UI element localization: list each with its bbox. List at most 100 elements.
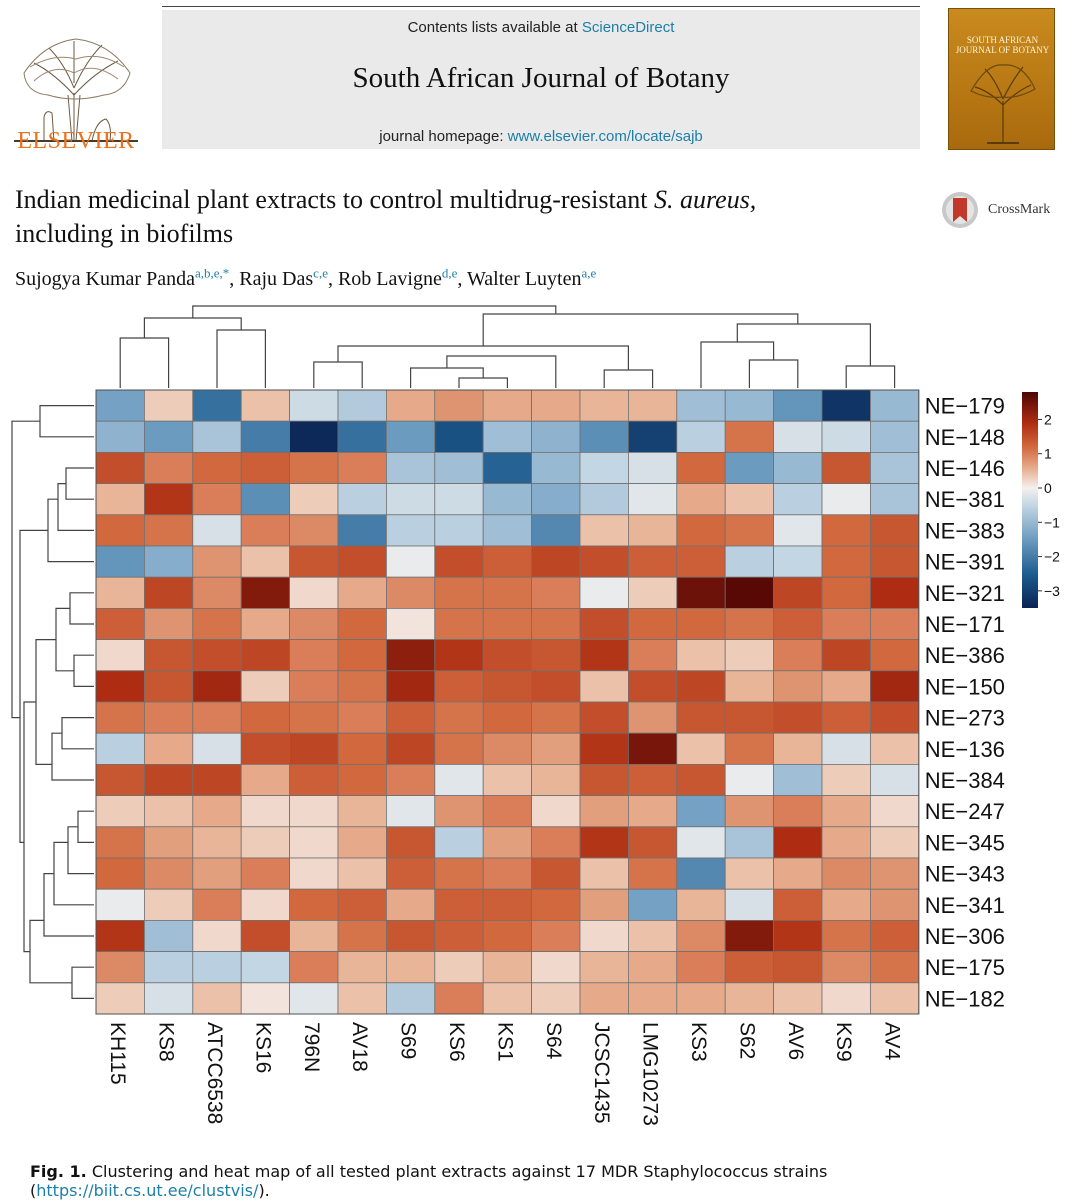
heatmap-cell <box>385 483 436 516</box>
heatmap-cell <box>434 732 484 765</box>
column-dendrogram-branch <box>143 317 242 338</box>
heatmap-cell <box>870 389 920 422</box>
column-label: AV6 <box>784 1022 807 1060</box>
heatmap-cell <box>724 888 775 921</box>
heatmap-cell <box>773 451 823 484</box>
heatmap-cell <box>192 451 242 484</box>
heatmap-cell <box>821 389 871 422</box>
row-dendrogram-branch <box>19 529 48 843</box>
heatmap-cell <box>773 920 823 953</box>
heatmap-cell <box>628 763 678 796</box>
heatmap-cell <box>385 951 436 984</box>
heatmap-cell <box>337 857 387 890</box>
author-separator: , <box>327 268 338 290</box>
author-2-name[interactable]: Raju Das <box>239 268 314 290</box>
heatmap-cell <box>870 701 920 734</box>
heatmap-cell <box>95 670 145 703</box>
author-3-affiliation[interactable]: d,e <box>441 265 458 281</box>
row-dendrogram-branch <box>69 592 94 625</box>
row-dendrogram-branch <box>61 717 94 750</box>
heatmap-cell <box>337 795 387 828</box>
heatmap-cell <box>821 920 871 953</box>
author-4-name[interactable]: Walter Luyten <box>467 268 582 290</box>
heatmap-cell <box>95 701 145 734</box>
heatmap-cell <box>628 389 678 422</box>
homepage-line: journal homepage: www.elsevier.com/locat… <box>162 128 920 145</box>
heatmap-cell <box>143 795 194 828</box>
heatmap-cell <box>240 982 290 1015</box>
heatmap-cell <box>628 420 678 453</box>
heatmap-cell <box>821 951 871 984</box>
heatmap-cell <box>676 639 726 672</box>
heatmap-cell <box>724 451 775 484</box>
heatmap-cell <box>628 639 678 672</box>
author-2-affiliation[interactable]: c,e <box>313 265 328 281</box>
crossmark-icon[interactable] <box>940 190 980 230</box>
heatmap-cell <box>95 420 145 453</box>
heatmap-cell <box>337 888 387 921</box>
heatmap-cell <box>482 420 533 453</box>
heatmap-cell <box>289 607 339 640</box>
heatmap-cell <box>482 389 533 422</box>
author-3-name[interactable]: Rob Lavigne <box>337 268 442 290</box>
journal-cover-image: SOUTH AFRICAN JOURNAL OF BOTANY <box>948 8 1055 150</box>
heatmap-cell <box>773 701 823 734</box>
clustvis-link[interactable]: https://biit.cs.ut.ee/clustvis/ <box>36 1181 259 1200</box>
heatmap-cell <box>628 826 678 859</box>
heatmap-cell <box>192 701 242 734</box>
heatmap-cell <box>628 857 678 890</box>
heatmap-cell <box>192 576 242 609</box>
elsevier-tree-logo <box>14 38 138 142</box>
author-1-affiliation[interactable]: a,b,e,* <box>194 265 230 281</box>
heatmap-cell <box>385 639 436 672</box>
heatmap-cell <box>482 607 533 640</box>
heatmap-cell <box>240 795 290 828</box>
heatmap-cell <box>676 826 726 859</box>
heatmap-cell <box>95 920 145 953</box>
heatmap-cell <box>192 732 242 765</box>
heatmap-cell <box>531 389 581 422</box>
row-label: NE−341 <box>925 893 1005 918</box>
heatmap-cell <box>337 420 387 453</box>
heatmap-cell <box>628 951 678 984</box>
author-1-name[interactable]: Sujogya Kumar Panda <box>15 268 195 290</box>
heatmap-figure: NE−179 NE−148 NE−146 NE−381 NE−383 NE−391 NE−3… <box>0 300 1069 1160</box>
heatmap-cell <box>628 451 678 484</box>
heatmap-cell <box>192 483 242 516</box>
heatmap-cell <box>240 920 290 953</box>
heatmap-cell <box>531 607 581 640</box>
heatmap-cell <box>676 795 726 828</box>
author-4-affiliation[interactable]: a,e <box>581 265 597 281</box>
heatmap-border <box>95 389 920 1015</box>
heatmap-cell <box>385 920 436 953</box>
heatmap-cell <box>385 451 436 484</box>
heatmap-cell <box>821 576 871 609</box>
heatmap-cell <box>579 826 629 859</box>
sciencedirect-link[interactable]: ScienceDirect <box>581 19 675 36</box>
heatmap-cell <box>724 576 775 609</box>
row-label: NE−345 <box>925 830 1005 855</box>
heatmap-cell <box>531 576 581 609</box>
column-dendrogram-branch <box>216 329 266 388</box>
heatmap-cell <box>289 514 339 547</box>
heatmap-cell <box>289 576 339 609</box>
homepage-link[interactable]: www.elsevier.com/locate/sajb <box>507 128 703 145</box>
colorbar-tick-label: 0 <box>1044 480 1052 496</box>
column-label: KS6 <box>445 1022 468 1062</box>
heatmap-cell <box>143 670 194 703</box>
row-label: NE−247 <box>925 799 1005 824</box>
heatmap-cell <box>676 857 726 890</box>
crossmark-label[interactable]: CrossMark <box>988 202 1051 217</box>
heatmap-cell <box>870 420 920 453</box>
heatmap-cell <box>773 639 823 672</box>
heatmap-cell <box>434 607 484 640</box>
journal-banner: Contents lists available at ScienceDirec… <box>162 10 920 149</box>
heatmap-cell <box>385 763 436 796</box>
heatmap-cell <box>337 576 387 609</box>
heatmap-cell <box>192 920 242 953</box>
heatmap-cell <box>821 857 871 890</box>
heatmap-cell <box>385 982 436 1015</box>
heatmap-cell <box>240 576 290 609</box>
heatmap-cell <box>579 545 629 578</box>
row-dendrogram-branch <box>29 919 72 984</box>
